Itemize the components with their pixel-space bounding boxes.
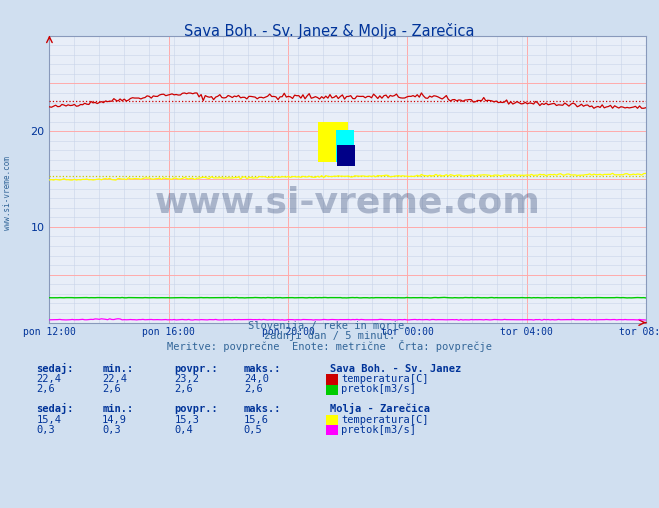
Text: Sava Boh. - Sv. Janez & Molja - Zarečica: Sava Boh. - Sv. Janez & Molja - Zarečica xyxy=(185,23,474,39)
Text: maks.:: maks.: xyxy=(244,364,281,374)
Text: Meritve: povprečne  Enote: metrične  Črta: povprečje: Meritve: povprečne Enote: metrične Črta:… xyxy=(167,339,492,352)
Text: temperatura[C]: temperatura[C] xyxy=(341,415,429,425)
Text: sedaj:: sedaj: xyxy=(36,363,74,374)
Bar xyxy=(335,130,354,162)
Text: 0,3: 0,3 xyxy=(102,425,121,435)
Text: maks.:: maks.: xyxy=(244,404,281,415)
Text: www.si-vreme.com: www.si-vreme.com xyxy=(155,185,540,219)
Bar xyxy=(337,145,355,166)
Text: min.:: min.: xyxy=(102,404,133,415)
Text: www.si-vreme.com: www.si-vreme.com xyxy=(3,156,13,230)
Text: sedaj:: sedaj: xyxy=(36,403,74,415)
Text: 22,4: 22,4 xyxy=(36,374,61,384)
Text: povpr.:: povpr.: xyxy=(175,364,218,374)
Text: 24,0: 24,0 xyxy=(244,374,269,384)
Text: 14,9: 14,9 xyxy=(102,415,127,425)
Text: 2,6: 2,6 xyxy=(175,384,193,394)
Text: povpr.:: povpr.: xyxy=(175,404,218,415)
Text: min.:: min.: xyxy=(102,364,133,374)
Text: 0,5: 0,5 xyxy=(244,425,262,435)
Text: pretok[m3/s]: pretok[m3/s] xyxy=(341,384,416,394)
Text: zadnji dan / 5 minut.: zadnji dan / 5 minut. xyxy=(264,331,395,341)
Text: 22,4: 22,4 xyxy=(102,374,127,384)
Text: 2,6: 2,6 xyxy=(102,384,121,394)
Text: 15,4: 15,4 xyxy=(36,415,61,425)
Text: 23,2: 23,2 xyxy=(175,374,200,384)
Text: 2,6: 2,6 xyxy=(36,384,55,394)
Text: 0,4: 0,4 xyxy=(175,425,193,435)
Text: Sava Boh. - Sv. Janez: Sava Boh. - Sv. Janez xyxy=(330,364,461,374)
Text: Slovenija / reke in morje.: Slovenija / reke in morje. xyxy=(248,321,411,331)
Text: Molja - Zarečica: Molja - Zarečica xyxy=(330,403,430,415)
Text: 0,3: 0,3 xyxy=(36,425,55,435)
Text: 15,3: 15,3 xyxy=(175,415,200,425)
Bar xyxy=(318,122,348,162)
Text: pretok[m3/s]: pretok[m3/s] xyxy=(341,425,416,435)
Text: 2,6: 2,6 xyxy=(244,384,262,394)
Text: 15,6: 15,6 xyxy=(244,415,269,425)
Text: temperatura[C]: temperatura[C] xyxy=(341,374,429,384)
